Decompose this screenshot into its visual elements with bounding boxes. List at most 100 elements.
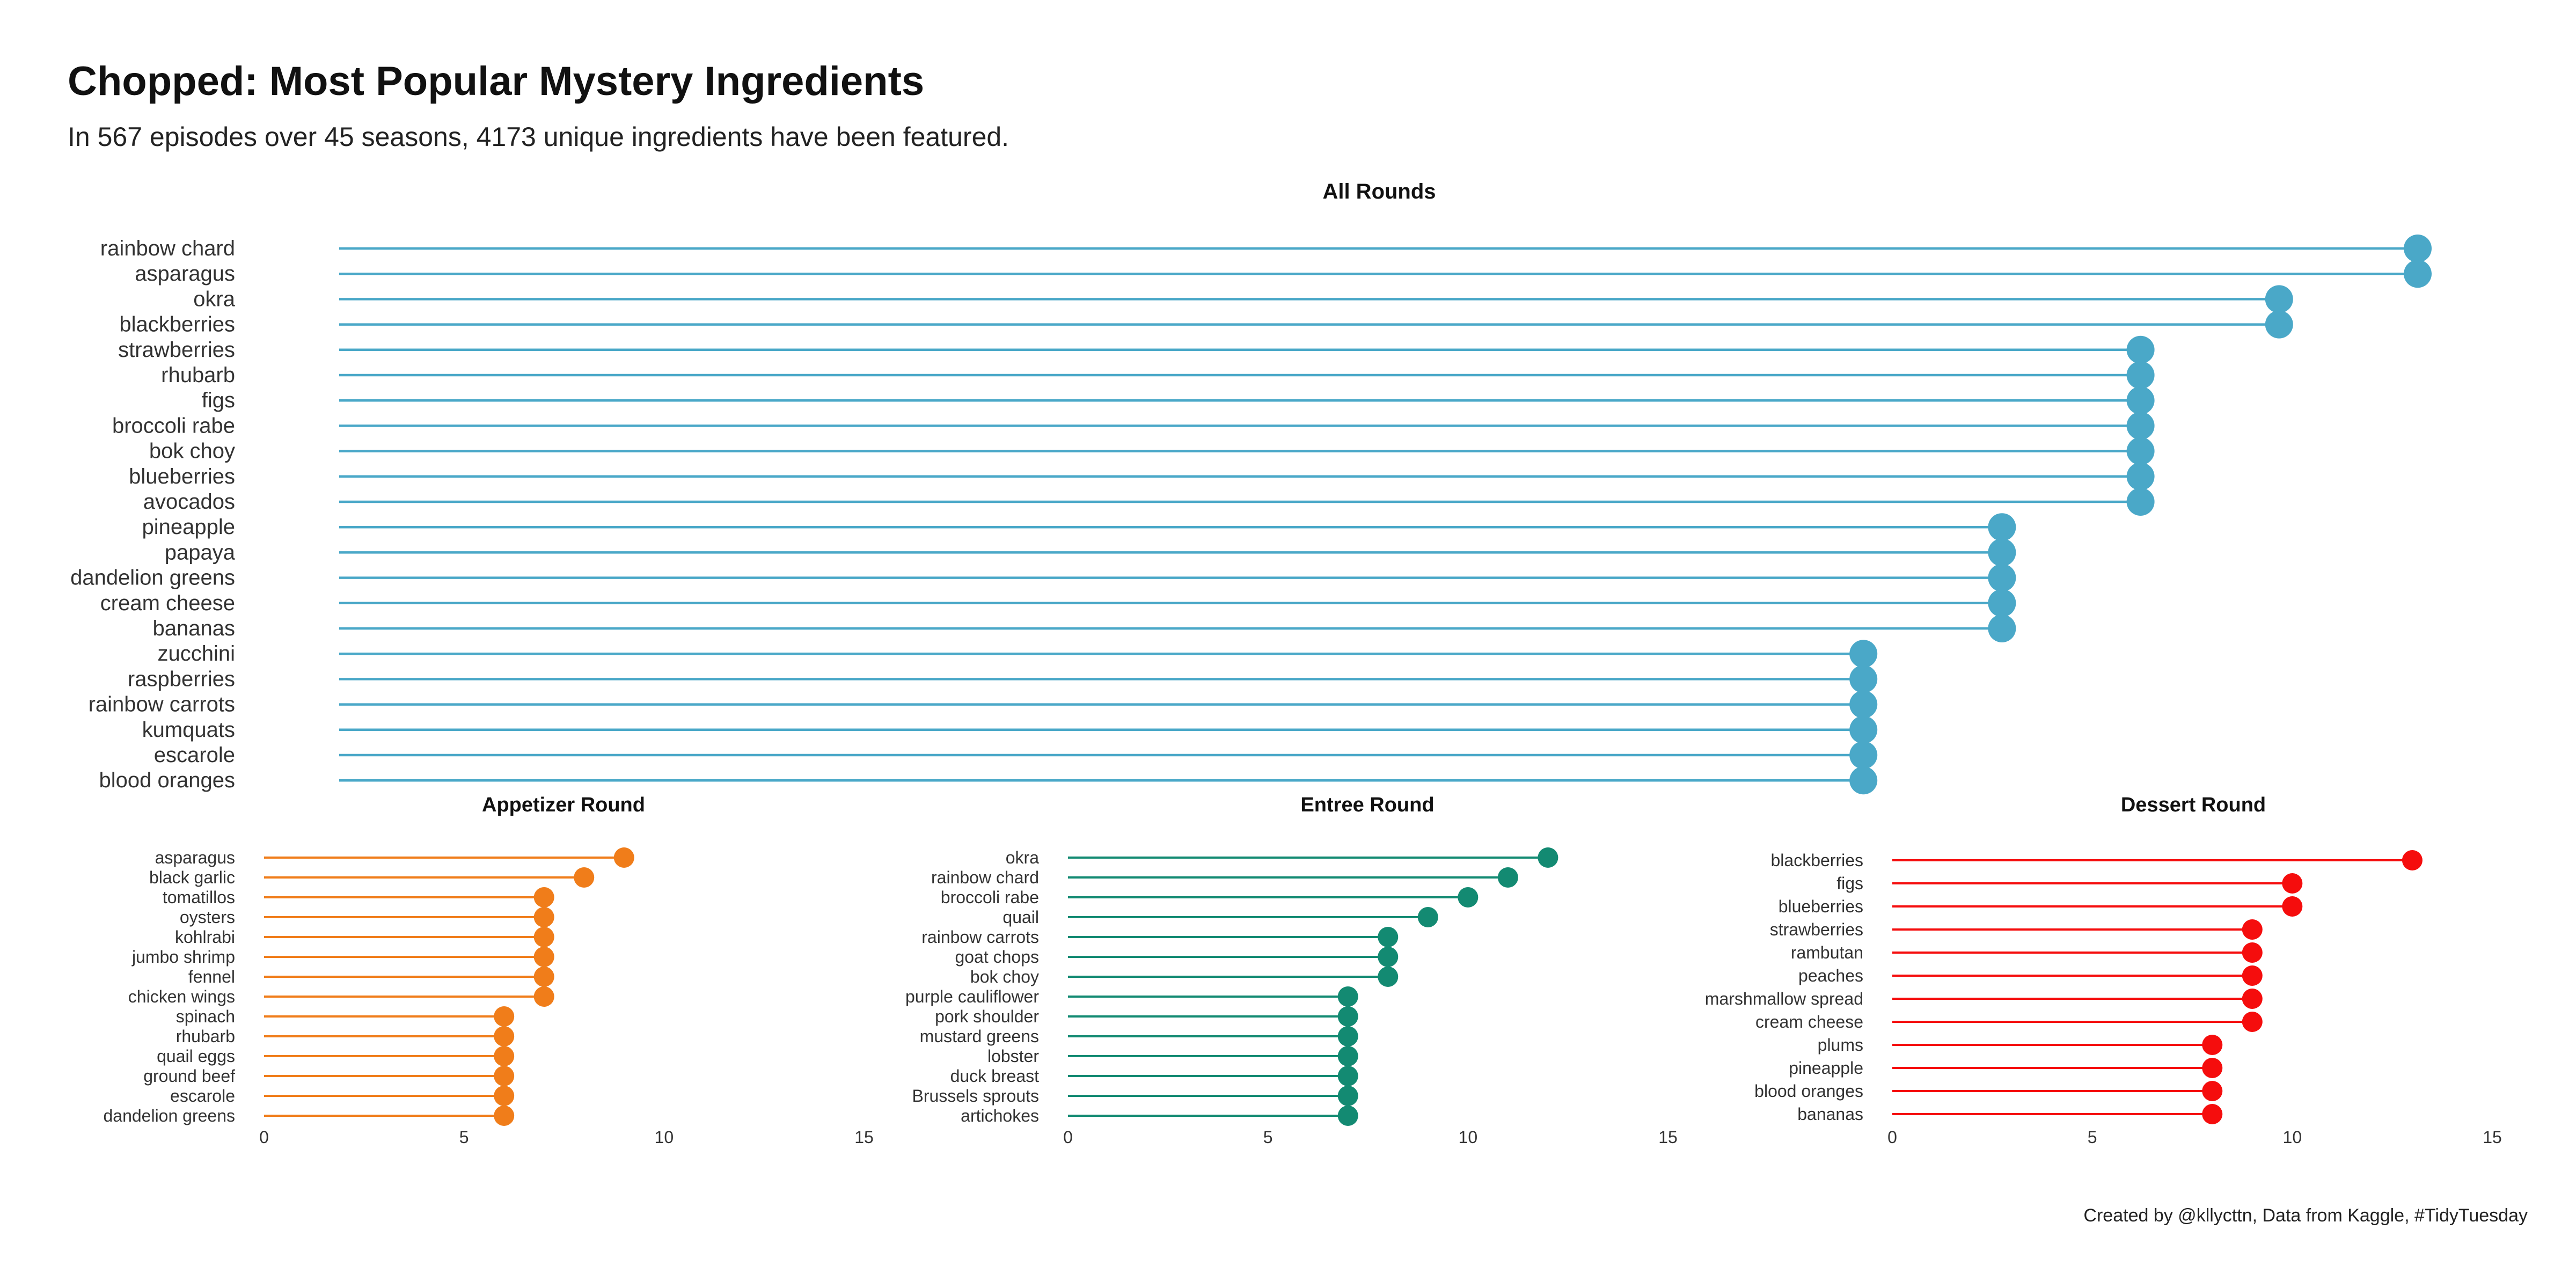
all-rounds-point [1988, 564, 2016, 592]
all-rounds-category-label: okra [193, 287, 236, 311]
appetizer-round-category-label: chicken wings [128, 987, 235, 1006]
all-rounds-category-label: raspberries [128, 667, 235, 691]
all-rounds-category-label: strawberries [118, 338, 235, 362]
entree-round-point [1337, 1066, 1358, 1086]
entree-round-point [1337, 1046, 1358, 1066]
appetizer-round-category-label: dandelion greens [103, 1106, 235, 1125]
all-rounds-point [1849, 640, 1878, 668]
appetizer-round-category-label: black garlic [149, 868, 235, 887]
dessert-round-category-label: cream cheese [1755, 1012, 1863, 1031]
entree-round-category-label: okra [1006, 848, 1039, 867]
all-rounds-category-label: pineapple [142, 515, 236, 539]
entree-round-category-label: bok choy [970, 967, 1039, 986]
all-rounds-category-label: cream cheese [100, 591, 235, 615]
entree-round-category-label: broccoli rabe [941, 888, 1039, 907]
dessert-round-point [2242, 989, 2263, 1009]
appetizer-round-point [533, 986, 554, 1007]
all-rounds-category-label: rhubarb [161, 363, 235, 387]
all-rounds-point [2265, 285, 2293, 313]
entree-round-category-label: mustard greens [920, 1027, 1039, 1046]
appetizer-round-point [533, 927, 554, 947]
entree-round-x-tick-label: 10 [1459, 1128, 1478, 1147]
entree-round-point [1497, 867, 1518, 888]
appetizer-round-category-label: asparagus [155, 848, 235, 867]
dessert-round-category-label: blueberries [1779, 897, 1863, 916]
entree-round-point [1337, 1106, 1358, 1126]
dessert-round-point [2242, 942, 2263, 963]
entree-round-point [1378, 947, 1399, 967]
entree-round-point [1337, 986, 1358, 1007]
entree-round-point [1337, 1086, 1358, 1106]
all-rounds-category-label: avocados [143, 490, 235, 514]
entree-round-x-tick-label: 15 [1658, 1128, 1678, 1147]
appetizer-round-category-label: rhubarb [176, 1027, 235, 1046]
appetizer-round-category-label: quail eggs [157, 1046, 235, 1066]
appetizer-round-point [494, 1106, 515, 1126]
appetizer-round-category-label: escarole [170, 1086, 235, 1106]
dessert-round-category-label: plums [1818, 1035, 1863, 1055]
all-rounds-point [2126, 437, 2155, 465]
entree-round-category-label: artichokes [961, 1106, 1039, 1125]
dessert-round-category-label: blackberries [1770, 851, 1863, 870]
appetizer-round-category-label: spinach [176, 1007, 235, 1026]
appetizer-round-point [533, 967, 554, 987]
entree-round-category-label: Brussels sprouts [912, 1086, 1039, 1106]
entree-round-x-tick-label: 5 [1263, 1128, 1273, 1147]
all-rounds-point [2126, 361, 2155, 389]
dessert-round-x-tick-label: 10 [2283, 1128, 2302, 1147]
all-rounds-point [2126, 462, 2155, 491]
all-rounds-category-label: asparagus [135, 262, 235, 286]
entree-round-category-label: duck breast [950, 1066, 1040, 1086]
dessert-round-x-tick-label: 15 [2483, 1128, 2502, 1147]
appetizer-round-point [494, 1066, 515, 1086]
all-rounds-point [2404, 235, 2432, 262]
appetizer-round-title: Appetizer Round [482, 794, 645, 816]
appetizer-round-point [533, 907, 554, 927]
appetizer-round-category-label: ground beef [143, 1066, 235, 1086]
dessert-round-point [2202, 1081, 2223, 1101]
appetizer-round-category-label: jumbo shrimp [131, 947, 235, 967]
page-subtitle: In 567 episodes over 45 seasons, 4173 un… [68, 122, 1009, 152]
entree-round-point [1337, 1006, 1358, 1027]
dessert-round-point [2202, 1058, 2223, 1078]
all-rounds-category-label: papaya [165, 540, 236, 564]
appetizer-round-category-label: oysters [180, 908, 235, 927]
dessert-round-category-label: strawberries [1770, 920, 1863, 939]
caption: Created by @kllycttn, Data from Kaggle, … [2083, 1205, 2528, 1226]
all-rounds-category-label: bananas [153, 617, 235, 640]
all-rounds-point [1988, 589, 2016, 617]
entree-round-point [1378, 967, 1399, 987]
appetizer-round-category-label: tomatillos [163, 888, 235, 907]
entree-round-category-label: lobster [987, 1046, 1039, 1066]
appetizer-round-point [494, 1086, 515, 1106]
dessert-round-category-label: pineapple [1789, 1058, 1863, 1078]
appetizer-round-x-tick-label: 10 [655, 1128, 674, 1147]
all-rounds-point [2126, 412, 2155, 440]
all-rounds-point [1988, 538, 2016, 567]
appetizer-round-category-label: kohlrabi [175, 927, 235, 947]
all-rounds-point [2404, 260, 2432, 288]
dessert-round-point [2282, 896, 2303, 917]
dessert-round-point [2202, 1035, 2223, 1055]
entree-round-title: Entree Round [1300, 794, 1434, 816]
dessert-round-title: Dessert Round [2121, 794, 2266, 816]
all-rounds-point [1849, 690, 1878, 719]
appetizer-round-point [533, 947, 554, 967]
all-rounds-category-label: dandelion greens [70, 566, 235, 590]
all-rounds-category-label: escarole [154, 743, 235, 767]
all-rounds-category-label: blackberries [119, 313, 235, 336]
appetizer-round-point [574, 867, 595, 888]
appetizer-round-point [533, 887, 554, 908]
entree-round-point [1337, 1026, 1358, 1046]
all-rounds-point [2126, 386, 2155, 415]
entree-round-category-label: purple cauliflower [905, 987, 1039, 1006]
entree-round-x-tick-label: 0 [1063, 1128, 1073, 1147]
all-rounds-category-label: blood oranges [99, 769, 235, 792]
appetizer-round-x-tick-label: 15 [854, 1128, 874, 1147]
all-rounds-point [1988, 513, 2016, 541]
entree-round-category-label: quail [1002, 908, 1039, 927]
appetizer-round-category-label: fennel [188, 967, 235, 986]
all-rounds-point [2126, 335, 2155, 364]
appetizer-round-x-tick-label: 0 [259, 1128, 269, 1147]
dessert-round-point [2202, 1104, 2223, 1124]
